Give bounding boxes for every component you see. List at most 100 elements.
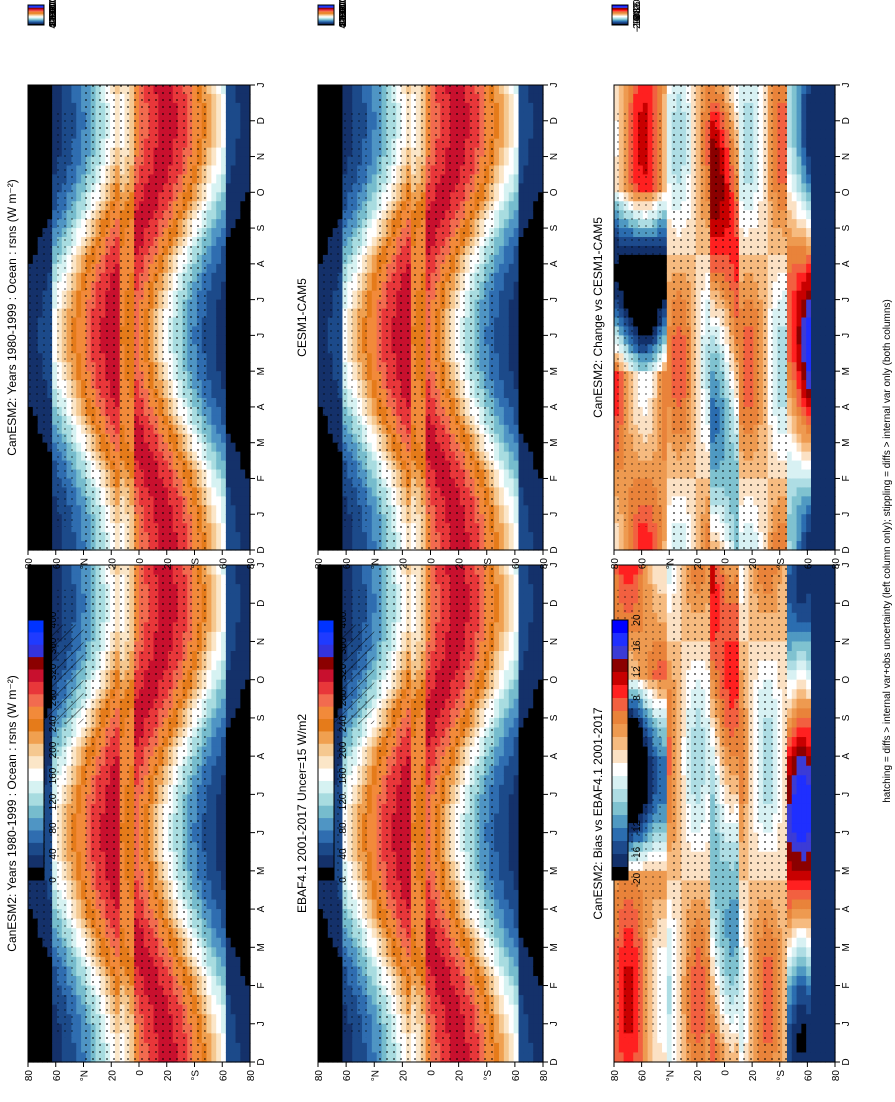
heatmap-cell — [76, 612, 82, 623]
heatmap-cell — [240, 478, 246, 489]
heatmap-cell — [42, 1042, 48, 1054]
heatmap-cell — [216, 156, 222, 167]
heatmap-cell — [240, 861, 246, 872]
heatmap-cell — [245, 899, 251, 910]
heatmap-cell — [76, 727, 82, 738]
heatmap-cell — [216, 85, 222, 95]
heatmap-cell — [32, 1033, 39, 1044]
heatmap-cell — [76, 415, 82, 426]
heatmap-cell — [240, 308, 246, 319]
heatmap-cell — [225, 514, 232, 524]
heatmap-cell — [211, 717, 217, 729]
heatmap-cell — [221, 727, 227, 738]
heatmap-cell — [206, 909, 212, 920]
heatmap-cell — [240, 487, 246, 497]
heatmap-cell — [216, 995, 222, 1006]
heatmap-cell — [221, 698, 227, 709]
heatmap-cell — [225, 1023, 232, 1034]
heatmap-cell — [206, 424, 212, 435]
heatmap-cell — [206, 870, 212, 882]
heatmap-cell — [211, 909, 217, 920]
heatmap-cell — [211, 433, 217, 444]
heatmap-cell — [230, 111, 237, 122]
heatmap-cell — [235, 514, 241, 524]
heatmap-cell — [235, 389, 241, 399]
heatmap-cell — [225, 156, 232, 167]
heatmap-cell — [206, 451, 212, 462]
heatmap-cell — [235, 660, 241, 671]
heatmap-cell — [32, 584, 39, 595]
heatmap-cell — [206, 523, 212, 533]
heatmap-cell — [211, 156, 217, 167]
heatmap-cell — [221, 584, 227, 595]
heatmap-cell — [225, 756, 232, 767]
heatmap-cell — [221, 442, 227, 453]
heatmap-cell — [230, 593, 237, 604]
colorbar-swatch — [28, 731, 44, 745]
heatmap-cell — [56, 565, 63, 576]
heatmap-cell — [225, 505, 232, 515]
heatmap-cell — [245, 956, 251, 968]
lat-tick-label: 20 — [163, 1070, 174, 1082]
heatmap-cell — [211, 245, 217, 256]
heatmap-cell — [206, 574, 212, 585]
heatmap-cell — [216, 717, 222, 729]
colorbar-swatch — [28, 768, 44, 782]
heatmap-cell — [216, 496, 222, 506]
heatmap-cell — [235, 523, 241, 533]
heatmap-cell — [221, 717, 227, 729]
heatmap-cell — [221, 975, 227, 987]
heatmap-cell — [230, 165, 237, 176]
heatmap-cell — [230, 947, 237, 958]
heatmap-cell — [66, 532, 73, 542]
heatmap-cell — [230, 622, 237, 633]
heatmap-cell — [240, 415, 246, 426]
heatmap-cell — [47, 102, 53, 113]
heatmap-cell — [206, 708, 212, 719]
heatmap-cell — [211, 362, 217, 372]
heatmap-cell — [211, 870, 217, 882]
heatmap-cell — [240, 966, 246, 977]
heatmap-cell — [216, 165, 222, 176]
heatmap-cell — [76, 228, 82, 238]
heatmap-cell — [230, 523, 237, 533]
heatmap-cell — [211, 631, 217, 643]
heatmap-cell — [221, 237, 227, 247]
heatmap-cell — [225, 651, 232, 662]
heatmap-cell — [216, 880, 222, 891]
heatmap-cell — [56, 584, 63, 595]
heatmap-cell — [240, 880, 246, 891]
heatmap-cell — [216, 698, 222, 709]
heatmap-cell — [37, 565, 44, 576]
heatmap-cell — [230, 120, 237, 131]
heatmap-cell — [206, 228, 212, 238]
heatmap-cell — [245, 756, 251, 767]
heatmap-cell — [235, 689, 241, 700]
heatmap-cell — [240, 245, 246, 256]
heatmap-cell — [235, 603, 241, 614]
heatmap-cell — [221, 496, 227, 506]
heatmap-cell — [216, 263, 222, 274]
colorbar-swatch — [28, 780, 44, 794]
heatmap-cell — [206, 593, 212, 604]
heatmap-cell — [47, 523, 53, 533]
heatmap-cell — [211, 487, 217, 497]
heatmap-cell — [240, 870, 246, 882]
heatmap-cell — [206, 717, 212, 729]
heatmap-cell — [206, 406, 212, 417]
colorbar-swatch — [28, 805, 44, 819]
heatmap-cell — [235, 460, 241, 471]
lat-tick-label: 60 — [52, 1070, 63, 1082]
heatmap-cell — [221, 995, 227, 1006]
heatmap-cell — [225, 995, 232, 1006]
heatmap-cell — [211, 593, 217, 604]
heatmap-cell — [206, 514, 212, 524]
heatmap-cell — [240, 565, 246, 576]
heatmap-cell — [230, 708, 237, 719]
heatmap-cell — [28, 565, 34, 576]
heatmap-cell — [221, 593, 227, 604]
heatmap-cell — [225, 174, 232, 184]
heatmap-cell — [216, 514, 222, 524]
heatmap-cell — [76, 156, 82, 167]
